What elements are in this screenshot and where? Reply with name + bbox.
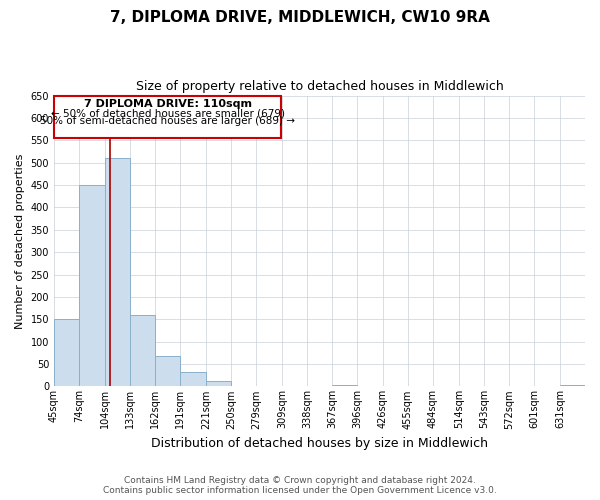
- Text: 50% of semi-detached houses are larger (689) →: 50% of semi-detached houses are larger (…: [40, 116, 295, 126]
- Title: Size of property relative to detached houses in Middlewich: Size of property relative to detached ho…: [136, 80, 503, 93]
- X-axis label: Distribution of detached houses by size in Middlewich: Distribution of detached houses by size …: [151, 437, 488, 450]
- Bar: [130, 315, 155, 386]
- Y-axis label: Number of detached properties: Number of detached properties: [15, 154, 25, 328]
- Text: Contains HM Land Registry data © Crown copyright and database right 2024.
Contai: Contains HM Land Registry data © Crown c…: [103, 476, 497, 495]
- Bar: [332, 385, 357, 386]
- Bar: [155, 356, 180, 386]
- Text: 7 DIPLOMA DRIVE: 110sqm: 7 DIPLOMA DRIVE: 110sqm: [83, 99, 251, 109]
- Bar: [105, 158, 130, 386]
- Bar: [54, 96, 281, 138]
- Text: 7, DIPLOMA DRIVE, MIDDLEWICH, CW10 9RA: 7, DIPLOMA DRIVE, MIDDLEWICH, CW10 9RA: [110, 10, 490, 25]
- Bar: [54, 320, 79, 386]
- Bar: [206, 381, 231, 386]
- Text: ← 50% of detached houses are smaller (679): ← 50% of detached houses are smaller (67…: [50, 108, 284, 118]
- Bar: [560, 385, 585, 386]
- Bar: [180, 372, 206, 386]
- Bar: [79, 185, 105, 386]
